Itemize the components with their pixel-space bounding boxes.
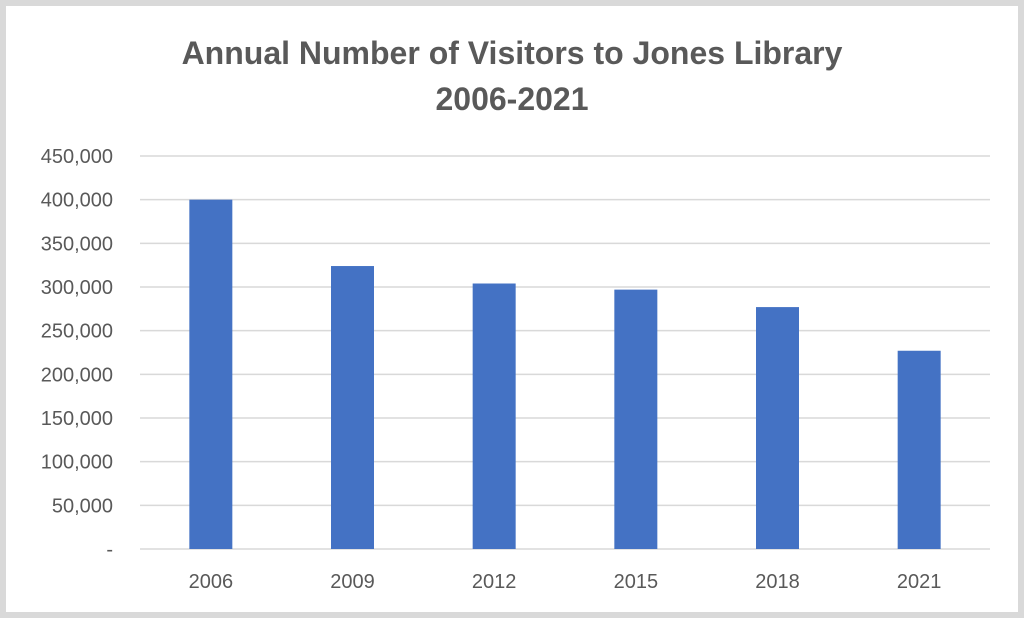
- bar-2015: [614, 289, 658, 549]
- x-tick-label: 2006: [189, 571, 234, 593]
- x-tick-label: 2018: [755, 571, 800, 593]
- bar-2021: [897, 350, 941, 549]
- bar-2006: [189, 199, 233, 549]
- x-tick-label: 2012: [472, 571, 517, 593]
- chart-subtitle: 2006-2021: [435, 81, 589, 117]
- y-tick-label: 350,000: [41, 233, 113, 255]
- bars: [189, 199, 941, 549]
- y-tick-label: 400,000: [41, 190, 113, 212]
- y-tick-label: 50,000: [52, 495, 113, 517]
- bar-2009: [331, 266, 374, 549]
- chart-title: Annual Number of Visitors to Jones Libra…: [181, 35, 843, 71]
- x-axis-tick-labels: 2006 2009 2012 2015 2018 2021: [189, 571, 942, 593]
- y-tick-label: 200,000: [41, 364, 113, 386]
- x-tick-label: 2009: [330, 571, 375, 593]
- y-tick-label: 300,000: [41, 277, 113, 299]
- y-tick-label: -: [106, 539, 113, 561]
- y-tick-label: 150,000: [41, 408, 113, 430]
- bar-2012: [472, 283, 516, 549]
- x-tick-label: 2015: [614, 571, 659, 593]
- y-tick-label: 250,000: [41, 321, 113, 343]
- y-axis-tick-labels: - 50,000 100,000 150,000 200,000 250,000 300,0…: [41, 146, 113, 561]
- y-tick-label: 100,000: [41, 452, 113, 474]
- grid-lines: [140, 155, 990, 550]
- x-tick-label: 2021: [897, 571, 942, 593]
- y-tick-label: 450,000: [41, 146, 113, 168]
- bar-2018: [756, 307, 799, 549]
- chart-title-block: Annual Number of Visitors to Jones Libra…: [0, 30, 1024, 122]
